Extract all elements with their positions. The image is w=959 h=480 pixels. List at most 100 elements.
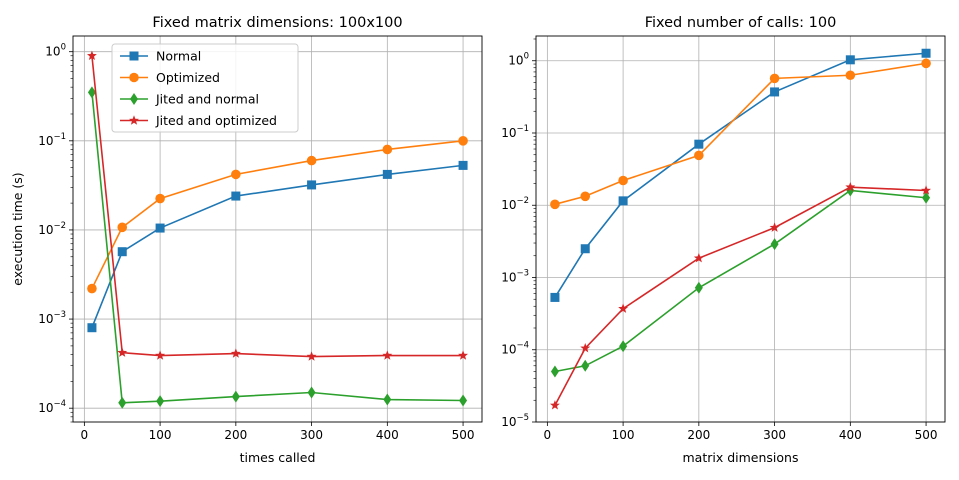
data-point-normal <box>155 223 165 233</box>
data-point-jited-and-normal <box>581 359 590 372</box>
x-tick-label: 100 <box>612 428 635 442</box>
data-point-jited-and-optimized <box>230 348 241 358</box>
y-tick-label: 10−1 <box>501 124 529 140</box>
data-point-jited-and-optimized <box>618 303 629 313</box>
x-tick-label: 300 <box>763 428 786 442</box>
data-point-jited-and-optimized <box>921 185 932 195</box>
data-point-jited-and-normal <box>156 395 165 408</box>
x-tick-label: 400 <box>376 428 399 442</box>
data-point-jited-and-optimized <box>86 50 97 60</box>
data-point-jited-and-normal <box>231 390 240 403</box>
series-line-normal <box>554 52 927 298</box>
data-point-normal <box>580 244 590 254</box>
data-point-jited-and-optimized <box>117 347 128 357</box>
chart-1: 0 100 200 300 400 500 10−4 10−3 10−2 10−1 100 Fixed… <box>10 15 483 465</box>
chart-title: Fixed number of calls: 100 <box>645 15 837 31</box>
data-point-jited-and-optimized <box>580 343 591 353</box>
x-tick-label: 200 <box>224 428 247 442</box>
x-tick-label: 500 <box>452 428 475 442</box>
y-tick-label: 10−1 <box>38 132 66 148</box>
legend-box <box>111 43 299 133</box>
plot-area <box>549 48 932 410</box>
x-tick-label: 300 <box>300 428 323 442</box>
legend-label: Optimized <box>156 70 220 85</box>
data-point-optimized <box>694 150 704 161</box>
data-point-jited-and-normal <box>694 281 703 294</box>
x-axis-label: times called <box>240 450 316 465</box>
data-point-jited-and-normal <box>87 86 96 99</box>
data-point-jited-and-normal <box>619 340 628 353</box>
data-point-optimized <box>306 155 317 166</box>
data-point-optimized <box>769 73 780 84</box>
data-point-normal <box>231 191 241 201</box>
data-point-jited-and-normal <box>307 386 316 399</box>
y-axis-label: execution time (s) <box>10 172 25 285</box>
data-point-jited-and-optimized <box>306 351 317 361</box>
data-point-normal <box>307 180 317 190</box>
chart-title: Fixed matrix dimensions: 100x100 <box>152 15 402 31</box>
data-point-jited-and-normal <box>118 396 127 409</box>
data-point-normal <box>458 160 468 170</box>
axes-frame <box>535 35 946 423</box>
series-line-jited-and-optimized <box>554 186 927 406</box>
data-point-jited-and-normal <box>550 365 559 378</box>
data-point-jited-and-optimized <box>458 350 469 360</box>
data-point-jited-and-normal <box>383 393 392 406</box>
y-tick-label: 10−4 <box>38 399 66 415</box>
data-point-normal <box>770 87 780 97</box>
y-tick-label: 100 <box>45 43 66 59</box>
x-tick-label: 0 <box>81 428 89 442</box>
data-point-normal <box>694 139 704 149</box>
y-tick-label: 10−4 <box>501 341 529 357</box>
data-point-optimized <box>921 58 931 69</box>
x-tick-label: 200 <box>687 428 710 442</box>
legend-marker <box>130 93 138 105</box>
series-line-normal <box>91 164 464 329</box>
legend-marker <box>129 72 139 83</box>
data-point-jited-and-optimized <box>549 400 560 410</box>
y-tick-label: 10−3 <box>38 310 66 326</box>
y-tick-label: 10−2 <box>501 196 529 212</box>
data-point-jited-and-optimized <box>155 350 166 360</box>
data-point-jited-and-optimized <box>693 252 704 263</box>
legend-label: Jited and normal <box>155 92 259 107</box>
data-point-normal <box>87 323 97 333</box>
data-point-jited-and-optimized <box>769 222 780 232</box>
legend-marker <box>129 115 139 125</box>
x-tick-label: 0 <box>544 428 552 442</box>
data-point-jited-and-normal <box>922 191 931 204</box>
y-tick-label: 10−2 <box>38 221 66 237</box>
data-point-jited-and-optimized <box>845 181 856 192</box>
chart-2: 0 100 200 300 400 500 10−5 10−4 10−3 10−2 10−1 100 F… <box>501 15 946 465</box>
axes-frame <box>72 35 483 423</box>
x-axis-label: matrix dimensions <box>683 450 799 465</box>
data-point-normal <box>117 247 127 257</box>
data-point-optimized <box>382 144 393 155</box>
plot-area <box>86 50 469 409</box>
x-tick-label: 100 <box>149 428 172 442</box>
data-point-optimized <box>231 169 241 180</box>
legend: Normal Optimized Jited and normal Jited and… <box>111 43 299 133</box>
y-tick-label: 10−5 <box>501 413 529 429</box>
data-point-optimized <box>458 136 468 146</box>
data-point-normal <box>382 169 392 179</box>
series-line-optimized <box>91 140 464 289</box>
data-point-optimized <box>845 70 856 81</box>
legend-label: Jited and optimized <box>155 113 277 128</box>
data-point-jited-and-optimized <box>382 350 393 360</box>
data-point-normal <box>845 55 855 65</box>
x-tick-label: 400 <box>839 428 862 442</box>
data-point-jited-and-normal <box>459 394 468 407</box>
legend-label: Normal <box>156 49 201 64</box>
data-point-optimized <box>155 193 165 204</box>
data-point-optimized <box>580 191 591 202</box>
x-tick-label: 500 <box>915 428 938 442</box>
data-point-optimized <box>87 283 97 294</box>
y-tick-label: 10−3 <box>501 268 529 284</box>
series-line-optimized <box>554 62 927 206</box>
data-point-optimized <box>117 222 128 233</box>
data-point-normal <box>921 48 931 58</box>
y-tick-label: 100 <box>508 52 529 68</box>
data-point-jited-and-normal <box>770 238 779 251</box>
